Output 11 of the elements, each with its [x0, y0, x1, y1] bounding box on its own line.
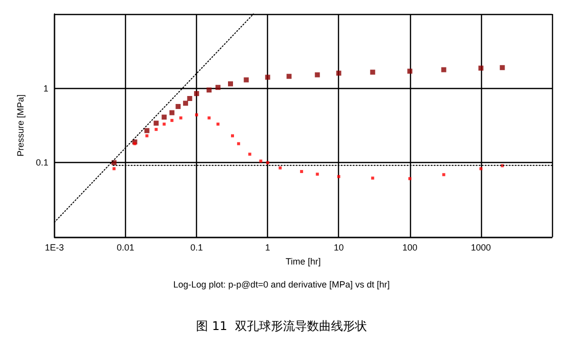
x-tick-label: 0.01: [116, 242, 134, 252]
x-tick-label: 0.1: [190, 242, 203, 252]
x-tick-label: 1000: [470, 242, 491, 252]
x-tick-label: 100: [402, 242, 418, 252]
x-tick-label: 1: [265, 242, 270, 252]
x-axis-title: Time [hr]: [286, 256, 321, 266]
text: Log-Log plot: p-p@dt=0 and derivative [MPa] vs dt [hr]: [173, 280, 390, 290]
x-tick-label: 10: [334, 242, 344, 252]
y-axis-title: Pressure [MPa]: [16, 94, 26, 157]
caption: 图 11 双孔球形流导数曲线形状: [196, 319, 367, 333]
x-tick-label: 1E-3: [44, 242, 64, 252]
